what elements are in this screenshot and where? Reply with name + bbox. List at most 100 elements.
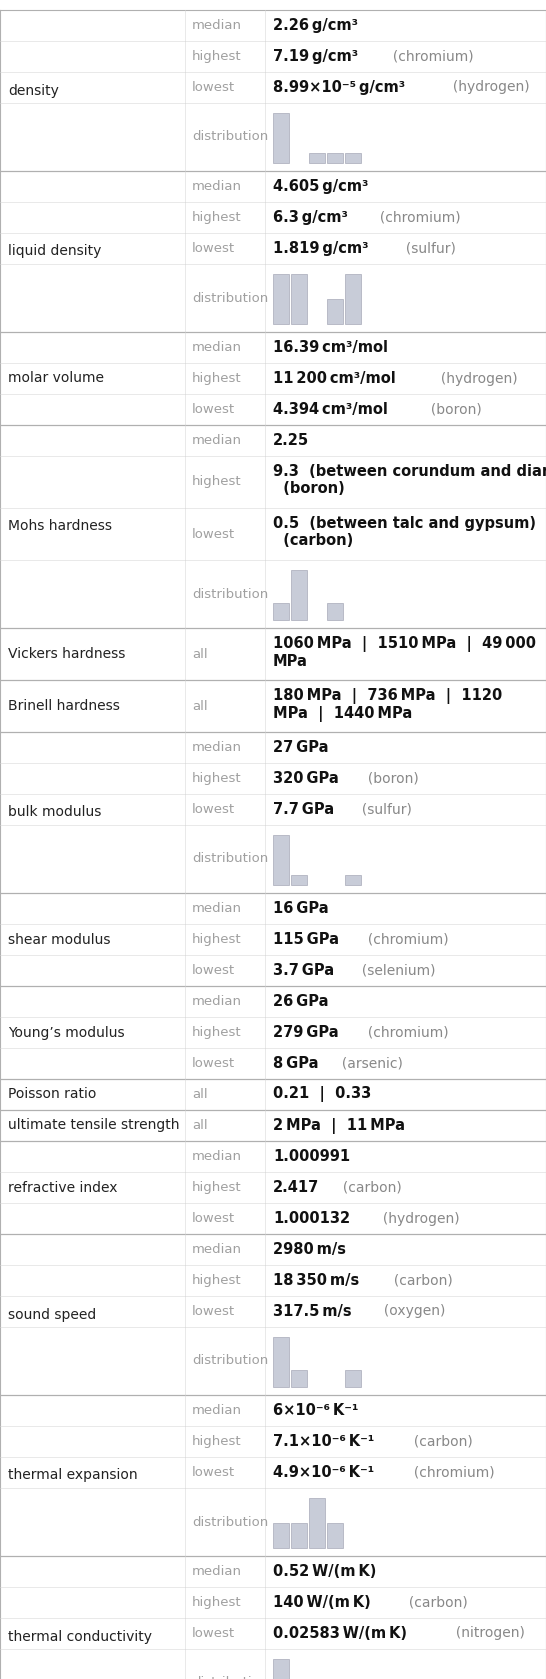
Text: 7.1×10⁻⁶ K⁻¹: 7.1×10⁻⁶ K⁻¹ xyxy=(273,1434,375,1449)
Bar xyxy=(327,299,343,324)
Text: 11 200 cm³/mol: 11 200 cm³/mol xyxy=(273,371,396,386)
Text: 4.394 cm³/mol: 4.394 cm³/mol xyxy=(273,401,388,416)
Text: 1060 MPa  |  1510 MPa  |  49 000
MPa: 1060 MPa | 1510 MPa | 49 000 MPa xyxy=(273,636,536,670)
Text: lowest: lowest xyxy=(192,1466,235,1479)
Bar xyxy=(291,875,307,885)
Text: (oxygen): (oxygen) xyxy=(376,1305,446,1318)
Text: 317.5 m/s: 317.5 m/s xyxy=(273,1305,352,1320)
Bar xyxy=(273,1659,289,1679)
Text: 140 W/(m K): 140 W/(m K) xyxy=(273,1595,371,1610)
Text: highest: highest xyxy=(192,1597,242,1608)
Text: Brinell hardness: Brinell hardness xyxy=(8,698,120,714)
Text: distribution: distribution xyxy=(192,1516,268,1528)
Bar xyxy=(291,1523,307,1548)
Text: median: median xyxy=(192,902,242,915)
Text: (chromium): (chromium) xyxy=(359,932,449,947)
Text: (carbon): (carbon) xyxy=(405,1434,472,1449)
Text: 0.21  |  0.33: 0.21 | 0.33 xyxy=(273,1086,371,1103)
Text: thermal expansion: thermal expansion xyxy=(8,1469,138,1483)
Text: lowest: lowest xyxy=(192,1058,235,1070)
Text: median: median xyxy=(192,1404,242,1417)
Text: 2.25: 2.25 xyxy=(273,433,309,448)
Bar xyxy=(327,153,343,163)
Text: refractive index: refractive index xyxy=(8,1180,117,1194)
Text: lowest: lowest xyxy=(192,527,235,541)
Text: median: median xyxy=(192,1242,242,1256)
Text: highest: highest xyxy=(192,934,242,945)
Text: median: median xyxy=(192,740,242,754)
Text: lowest: lowest xyxy=(192,242,235,255)
Text: (carbon): (carbon) xyxy=(400,1595,468,1610)
Text: (chromium): (chromium) xyxy=(359,1026,448,1039)
Bar xyxy=(345,875,361,885)
Text: median: median xyxy=(192,180,242,193)
Text: distribution: distribution xyxy=(192,588,268,601)
Text: lowest: lowest xyxy=(192,964,235,977)
Text: median: median xyxy=(192,1150,242,1164)
Text: lowest: lowest xyxy=(192,403,235,416)
Text: liquid density: liquid density xyxy=(8,245,102,259)
Text: 26 GPa: 26 GPa xyxy=(273,994,329,1009)
Text: (carbon): (carbon) xyxy=(334,1180,401,1194)
Text: highest: highest xyxy=(192,212,242,223)
Text: 9.3  (between corundum and diamond)
  (boron): 9.3 (between corundum and diamond) (boro… xyxy=(273,463,546,497)
Bar xyxy=(273,834,289,885)
Text: 16.39 cm³/mol: 16.39 cm³/mol xyxy=(273,341,388,354)
Bar xyxy=(327,1523,343,1548)
Bar xyxy=(291,1370,307,1387)
Text: 180 MPa  |  736 MPa  |  1120
MPa  |  1440 MPa: 180 MPa | 736 MPa | 1120 MPa | 1440 MPa xyxy=(273,688,502,722)
Text: (boron): (boron) xyxy=(359,771,419,786)
Bar xyxy=(273,1523,289,1548)
Text: (hydrogen): (hydrogen) xyxy=(432,371,518,386)
Text: thermal conductivity: thermal conductivity xyxy=(8,1630,152,1644)
Text: 8 GPa: 8 GPa xyxy=(273,1056,318,1071)
Text: 7.7 GPa: 7.7 GPa xyxy=(273,803,334,818)
Text: 2.417: 2.417 xyxy=(273,1180,319,1195)
Bar xyxy=(345,1370,361,1387)
Text: lowest: lowest xyxy=(192,803,235,816)
Text: (hydrogen): (hydrogen) xyxy=(444,81,530,94)
Text: density: density xyxy=(8,84,59,97)
Text: highest: highest xyxy=(192,1274,242,1288)
Text: 115 GPa: 115 GPa xyxy=(273,932,339,947)
Text: 279 GPa: 279 GPa xyxy=(273,1024,339,1039)
Text: median: median xyxy=(192,1565,242,1578)
Bar xyxy=(273,112,289,163)
Text: 2 MPa  |  11 MPa: 2 MPa | 11 MPa xyxy=(273,1118,405,1133)
Text: Poisson ratio: Poisson ratio xyxy=(8,1088,97,1101)
Text: highest: highest xyxy=(192,1026,242,1039)
Text: 2.26 g/cm³: 2.26 g/cm³ xyxy=(273,18,358,34)
Text: lowest: lowest xyxy=(192,1212,235,1226)
Text: (chromium): (chromium) xyxy=(371,210,460,225)
Text: (chromium): (chromium) xyxy=(384,49,473,64)
Text: highest: highest xyxy=(192,1180,242,1194)
Text: all: all xyxy=(192,1118,207,1132)
Text: (carbon): (carbon) xyxy=(385,1273,453,1288)
Bar xyxy=(345,153,361,163)
Bar xyxy=(273,1336,289,1387)
Bar xyxy=(309,1498,325,1548)
Text: 4.9×10⁻⁶ K⁻¹: 4.9×10⁻⁶ K⁻¹ xyxy=(273,1466,374,1479)
Text: median: median xyxy=(192,996,242,1007)
Text: 1.819 g/cm³: 1.819 g/cm³ xyxy=(273,242,369,255)
Text: highest: highest xyxy=(192,772,242,786)
Text: 0.5  (between talc and gypsum)
  (carbon): 0.5 (between talc and gypsum) (carbon) xyxy=(273,515,536,549)
Text: distribution: distribution xyxy=(192,1677,268,1679)
Text: lowest: lowest xyxy=(192,1305,235,1318)
Text: 8.99×10⁻⁵ g/cm³: 8.99×10⁻⁵ g/cm³ xyxy=(273,81,405,96)
Text: highest: highest xyxy=(192,50,242,64)
Text: all: all xyxy=(192,648,207,660)
Text: Mohs hardness: Mohs hardness xyxy=(8,519,112,534)
Text: median: median xyxy=(192,341,242,354)
Text: (nitrogen): (nitrogen) xyxy=(447,1627,525,1640)
Text: 2980 m/s: 2980 m/s xyxy=(273,1242,346,1258)
Text: 27 GPa: 27 GPa xyxy=(273,740,329,756)
Text: (selenium): (selenium) xyxy=(353,964,435,977)
Text: highest: highest xyxy=(192,1436,242,1447)
Bar xyxy=(291,569,307,620)
Text: 16 GPa: 16 GPa xyxy=(273,902,329,917)
Text: (sulfur): (sulfur) xyxy=(397,242,456,255)
Text: 4.605 g/cm³: 4.605 g/cm³ xyxy=(273,180,369,195)
Text: (arsenic): (arsenic) xyxy=(333,1056,402,1071)
Text: shear modulus: shear modulus xyxy=(8,932,110,947)
